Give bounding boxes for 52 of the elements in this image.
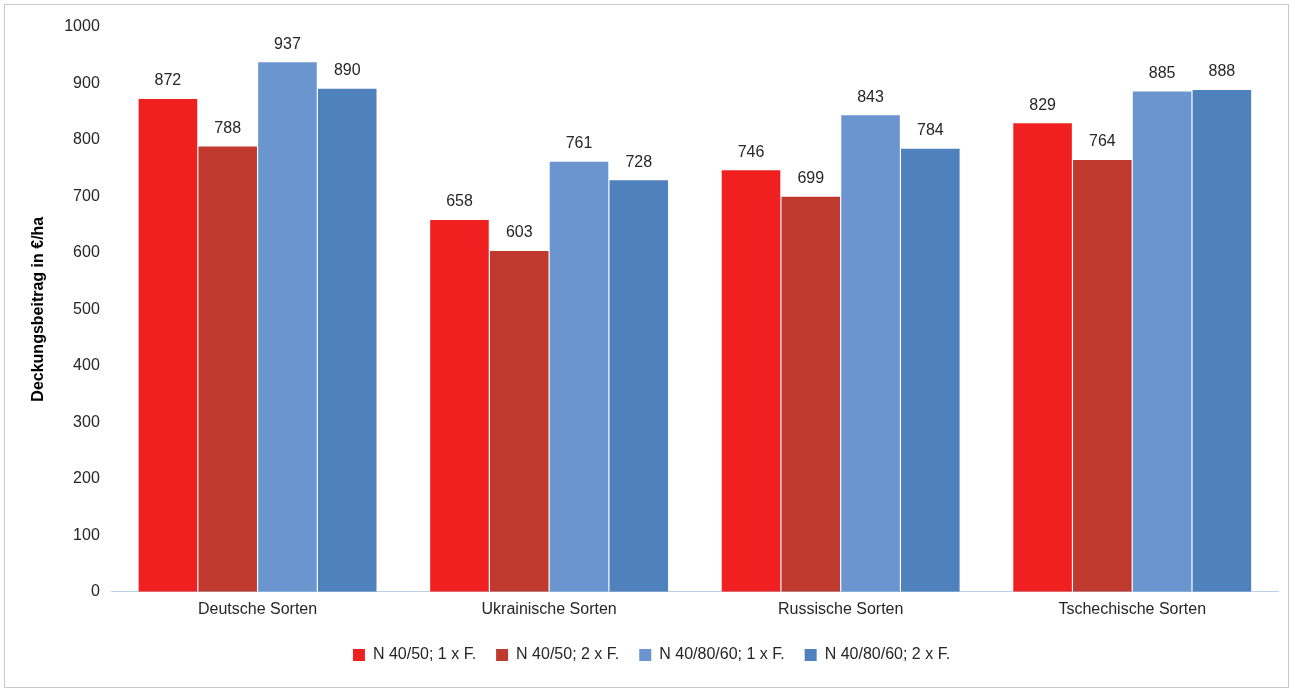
bar	[901, 148, 960, 592]
y-tick-label: 600	[73, 243, 100, 261]
data-label: 885	[1148, 64, 1176, 81]
data-label: 788	[214, 118, 242, 136]
x-tick-label: Ukrainische Sorten	[481, 599, 617, 617]
data-label: 764	[1088, 132, 1116, 150]
bar	[317, 88, 377, 592]
y-tick-label: 200	[73, 469, 100, 487]
bar	[1192, 89, 1252, 592]
data-label: 761	[565, 134, 593, 152]
bar	[549, 161, 609, 592]
bar	[198, 146, 257, 592]
data-label: 746	[737, 142, 765, 160]
bar	[430, 219, 489, 592]
bar	[609, 180, 669, 592]
data-label: 888	[1208, 62, 1236, 80]
data-label: 890	[333, 61, 361, 79]
legend-label: N 40/80/60; 2 x F.	[824, 645, 951, 663]
bar	[258, 62, 317, 592]
y-tick-label: 0	[90, 582, 100, 600]
data-label: 699	[797, 169, 825, 187]
y-axis-title: Deckungsbeitrag in €/ha	[29, 216, 47, 402]
data-label: 603	[505, 223, 533, 241]
bar	[781, 196, 841, 592]
data-label: 728	[625, 152, 653, 170]
bar	[489, 250, 549, 592]
x-tick-label: Deutsche Sorten	[197, 599, 318, 617]
x-tick-label: Tschechische Sorten	[1058, 599, 1207, 617]
y-tick-label: 300	[73, 412, 100, 430]
y-tick-label: 100	[73, 525, 100, 543]
x-tick-label: Russische Sorten	[777, 599, 904, 617]
bar	[721, 170, 781, 592]
y-tick-label: 400	[73, 356, 100, 374]
data-label: 784	[916, 121, 944, 139]
bar	[1013, 123, 1072, 592]
legend-label: N 40/50; 1 x F.	[372, 645, 477, 663]
data-label: 658	[446, 192, 473, 210]
bar	[138, 98, 198, 592]
y-tick-label: 800	[73, 130, 100, 148]
bar	[1132, 91, 1192, 592]
bar	[841, 115, 900, 592]
y-tick-label: 700	[73, 186, 100, 204]
y-tick-label: 900	[73, 73, 100, 91]
y-tick-label: 1000	[64, 17, 100, 35]
data-label: 937	[274, 34, 301, 52]
legend-label: N 40/50; 2 x F.	[516, 645, 620, 663]
legend-label: N 40/80/60; 1 x F.	[659, 645, 785, 663]
bar	[1073, 159, 1132, 592]
y-tick-label: 500	[73, 299, 100, 317]
data-label: 829	[1029, 95, 1057, 113]
data-label: 872	[154, 71, 182, 89]
data-label: 843	[857, 87, 884, 105]
